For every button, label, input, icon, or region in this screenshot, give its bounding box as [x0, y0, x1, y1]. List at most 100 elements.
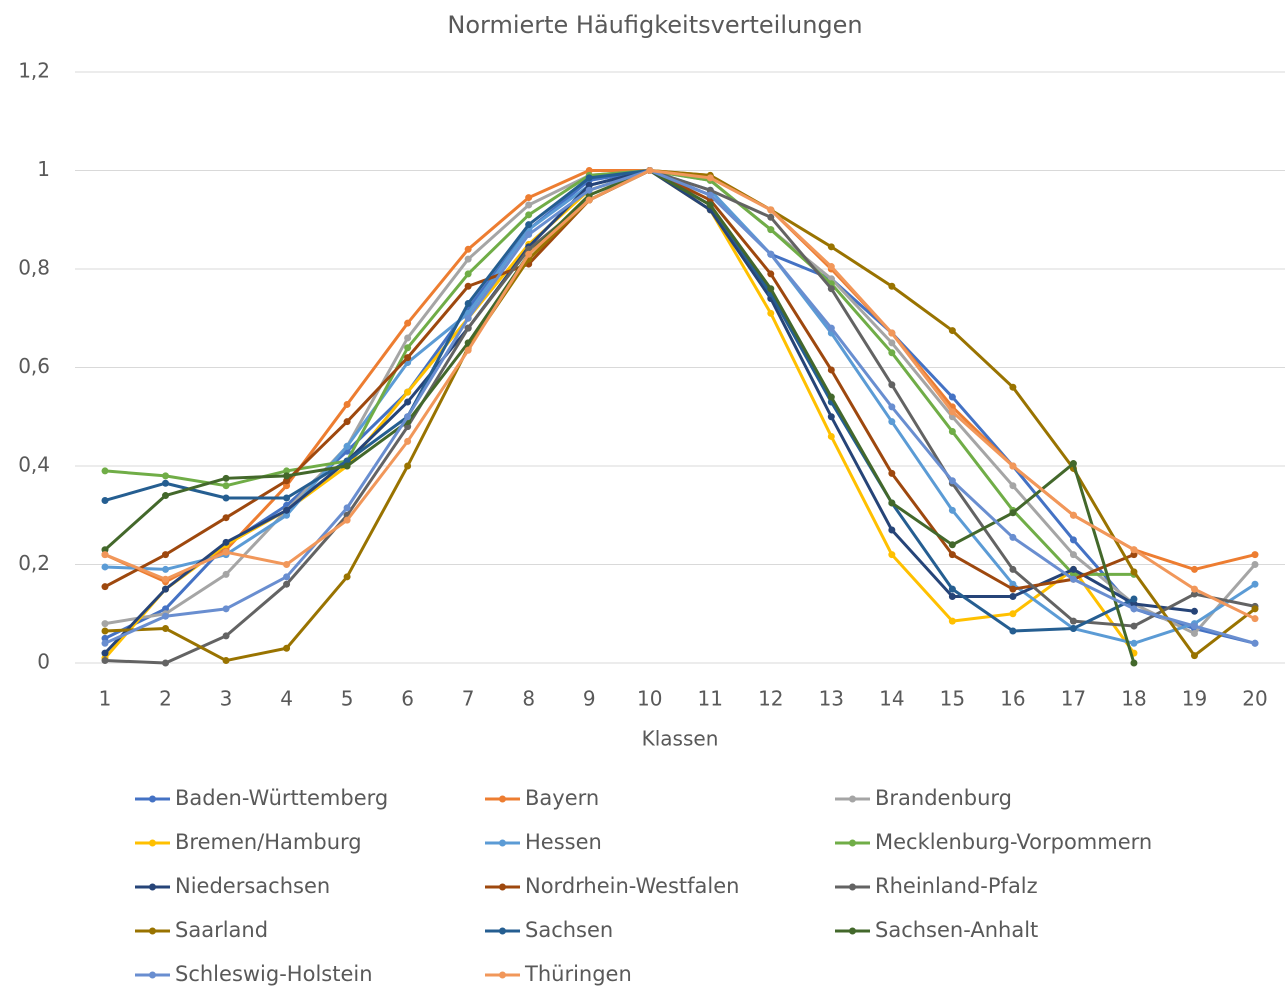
- y-tick-label: 1,2: [18, 59, 50, 83]
- point: [404, 423, 412, 431]
- point: [1009, 462, 1017, 470]
- point: [283, 580, 291, 588]
- point: [464, 299, 472, 307]
- point: [1009, 482, 1017, 490]
- point: [827, 413, 835, 421]
- point: [1130, 605, 1138, 613]
- point: [1009, 593, 1017, 601]
- series-line: [103, 169, 1136, 664]
- y-tick-label: 0,2: [18, 551, 50, 575]
- point: [404, 388, 412, 396]
- x-tick-label: 3: [220, 687, 233, 711]
- point: [222, 548, 230, 556]
- point: [1009, 383, 1017, 391]
- point: [404, 354, 412, 362]
- point: [222, 538, 230, 546]
- legend-label: Bremen/Hamburg: [175, 830, 362, 854]
- point: [1069, 570, 1077, 578]
- legend-label: Baden-Württemberg: [175, 786, 388, 810]
- point: [162, 605, 170, 613]
- x-tick-label: 7: [462, 687, 475, 711]
- point: [827, 393, 835, 401]
- point: [101, 627, 109, 635]
- point: [222, 514, 230, 522]
- point: [706, 191, 714, 199]
- point: [1251, 605, 1259, 613]
- x-tick-label: 20: [1242, 687, 1267, 711]
- point: [827, 324, 835, 332]
- legend-marker: [849, 839, 856, 847]
- point: [948, 617, 956, 625]
- point: [101, 657, 109, 665]
- point: [948, 541, 956, 549]
- x-tick-label: 19: [1182, 687, 1207, 711]
- point: [585, 196, 593, 204]
- series-line: [104, 169, 1256, 621]
- point: [888, 418, 896, 426]
- legend-label: Bayern: [525, 786, 599, 810]
- x-tick-label: 17: [1061, 687, 1086, 711]
- point: [404, 462, 412, 470]
- point: [283, 644, 291, 652]
- point: [343, 516, 351, 524]
- series-line: [104, 169, 1256, 645]
- legend-label: Hessen: [525, 830, 602, 854]
- point: [283, 573, 291, 581]
- point: [404, 398, 412, 406]
- point: [343, 418, 351, 426]
- point: [948, 506, 956, 514]
- point: [1069, 575, 1077, 583]
- point: [948, 408, 956, 416]
- point: [283, 482, 291, 490]
- x-tick-label: 18: [1121, 687, 1146, 711]
- point: [222, 474, 230, 482]
- x-tick-label: 10: [637, 687, 662, 711]
- legend-marker: [149, 839, 156, 847]
- point: [888, 381, 896, 389]
- point: [101, 563, 109, 571]
- x-tick-label: 4: [280, 687, 293, 711]
- point: [525, 231, 533, 239]
- point: [1130, 659, 1138, 667]
- point: [948, 551, 956, 559]
- point: [283, 472, 291, 480]
- series-line: [104, 169, 1256, 645]
- point: [1009, 509, 1017, 517]
- point: [1009, 580, 1017, 588]
- point: [888, 329, 896, 337]
- point: [525, 221, 533, 229]
- point: [464, 282, 472, 290]
- point: [888, 403, 896, 411]
- point: [888, 551, 896, 559]
- legend-marker: [849, 795, 856, 803]
- point: [525, 250, 533, 258]
- point: [162, 472, 170, 480]
- point: [948, 593, 956, 601]
- point: [1069, 617, 1077, 625]
- point: [464, 255, 472, 263]
- point: [888, 282, 896, 290]
- point: [767, 285, 775, 293]
- point: [888, 469, 896, 477]
- x-tick-label: 14: [879, 687, 904, 711]
- point: [283, 477, 291, 485]
- point: [101, 639, 109, 647]
- point: [888, 526, 896, 534]
- series-line: [103, 169, 1136, 660]
- point: [1069, 551, 1077, 559]
- point: [888, 339, 896, 347]
- point: [827, 263, 835, 271]
- point: [283, 561, 291, 568]
- point: [827, 432, 835, 440]
- point: [948, 393, 956, 401]
- point: [162, 492, 170, 500]
- x-axis-label: Klassen: [642, 727, 719, 751]
- point: [1251, 551, 1259, 559]
- point: [585, 186, 593, 194]
- point: [585, 191, 593, 199]
- point: [1190, 590, 1198, 598]
- point: [464, 346, 472, 354]
- legend-label: Nordrhein-Westfalen: [525, 874, 739, 898]
- point: [827, 366, 835, 374]
